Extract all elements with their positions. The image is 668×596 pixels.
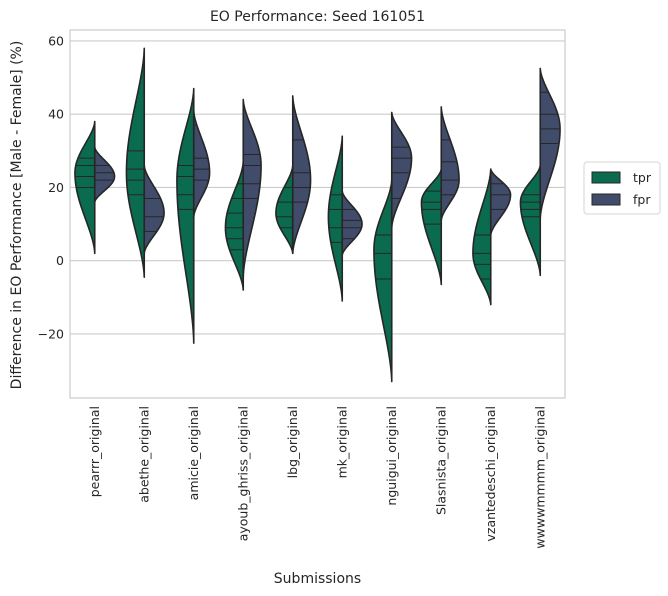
- x-tick-label: pearrr_original: [87, 406, 102, 497]
- x-axis-label: Submissions: [274, 571, 361, 587]
- legend-label-fpr: fpr: [633, 192, 651, 207]
- violin-tpr-vzantedeschi_original: [472, 168, 492, 306]
- violin-fpr-vzantedeschi_original: [489, 168, 512, 236]
- violin-fpr-lbg_original: [291, 95, 312, 255]
- x-tick-label: amicie_original: [186, 406, 201, 500]
- violin-fpr-ayoub_ghriss_original: [242, 98, 262, 278]
- violin-tpr-Slasnista_original: [420, 168, 443, 286]
- y-axis-label: Difference in EO Performance [Male - Fem…: [9, 41, 25, 390]
- x-tick-label: mk_original: [334, 406, 349, 478]
- x-tick-label: ayoub_ghriss_original: [235, 406, 250, 541]
- violin-fpr-pearrr_original: [93, 146, 116, 203]
- x-tick-label: nguigui_original: [384, 406, 399, 506]
- violin-tpr-amicie_original: [176, 87, 195, 344]
- legend-label-tpr: tpr: [633, 170, 652, 185]
- y-tick-label: 0: [56, 253, 64, 268]
- violin-fpr-amicie_original: [192, 109, 211, 218]
- y-tick-label: 60: [48, 33, 64, 48]
- violin-fpr-Slasnista_original: [440, 106, 460, 222]
- y-tick-label: 40: [48, 107, 64, 122]
- violin-tpr-ayoub_ghriss_original: [224, 161, 245, 291]
- plot-frame: [69, 29, 566, 399]
- x-tick-label: lbg_original: [285, 406, 300, 478]
- x-tick-label: vzantedeschi_original: [483, 406, 498, 542]
- violin-tpr-abethe_original: [125, 47, 146, 278]
- violin-plots: [74, 47, 561, 383]
- legend-swatch-tpr: [591, 171, 621, 184]
- y-tick-label: −20: [38, 326, 64, 341]
- chart-title: EO Performance: Seed 161051: [210, 9, 425, 25]
- violin-tpr-wwwwmmmm_original: [519, 164, 542, 277]
- y-tick-labels: −20 0 20 40 60: [38, 33, 64, 341]
- x-tick-label: Slasnista_original: [433, 406, 448, 515]
- violin-tpr-mk_original: [327, 135, 344, 302]
- x-tick-labels: pearrr_original abethe_original amicie_ori…: [87, 406, 548, 549]
- legend: tpr fpr: [583, 161, 661, 215]
- x-tick-label: wwwwmmmm_original: [532, 406, 547, 549]
- legend-swatch-fpr: [591, 193, 621, 206]
- x-tick-label: abethe_original: [136, 406, 151, 503]
- y-tick-label: 20: [48, 180, 64, 195]
